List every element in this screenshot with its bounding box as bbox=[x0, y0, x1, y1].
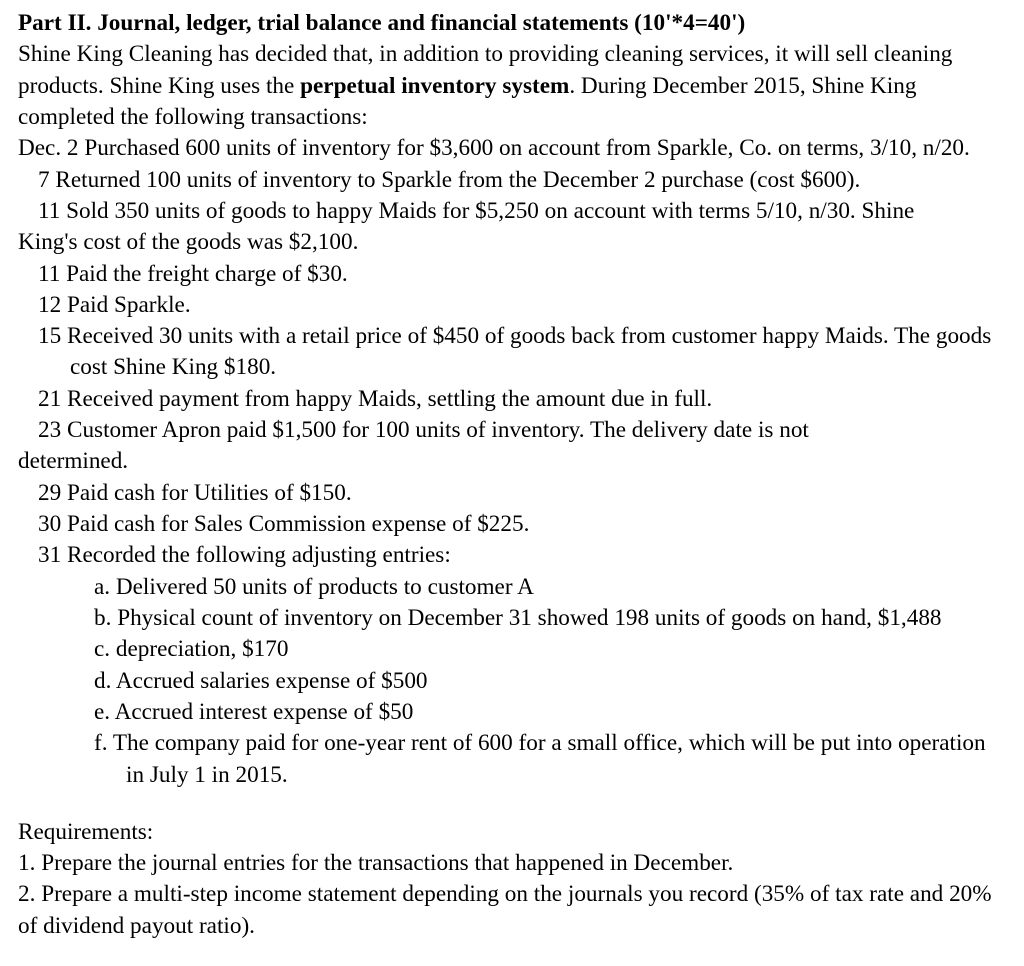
intro-paragraph: Shine King Cleaning has decided that, in… bbox=[18, 39, 1006, 133]
entry-21: 21 Received payment from happy Maids, se… bbox=[18, 384, 1006, 415]
entry-11a-pre: 11 Sold 350 units of goods to happy Maid… bbox=[18, 196, 1006, 227]
intro-bold: perpetual inventory system bbox=[300, 73, 569, 99]
entry-11a-post: King's cost of the goods was $2,100. bbox=[18, 227, 1006, 258]
entry-31: 31 Recorded the following adjusting entr… bbox=[18, 540, 1006, 571]
entry-dec2: Dec. 2 Purchased 600 units of inventory … bbox=[18, 133, 1006, 164]
adjusting-f: f. The company paid for one-year rent of… bbox=[18, 728, 1006, 791]
requirement-1: 1. Prepare the journal entries for the t… bbox=[18, 848, 1006, 879]
requirements-header: Requirements: bbox=[18, 817, 1006, 848]
entry-30: 30 Paid cash for Sales Commission expens… bbox=[18, 509, 1006, 540]
title-text: Part II. Journal, ledger, trial balance … bbox=[18, 10, 745, 36]
entry-11b: 11 Paid the freight charge of $30. bbox=[18, 259, 1006, 290]
adjusting-c: c. depreciation, $170 bbox=[18, 634, 1006, 665]
document-page: Part II. Journal, ledger, trial balance … bbox=[0, 0, 1024, 966]
requirements-block: Requirements: 1. Prepare the journal ent… bbox=[18, 817, 1006, 942]
adjusting-a: a. Delivered 50 units of products to cus… bbox=[18, 572, 1006, 603]
adjusting-e: e. Accrued interest expense of $50 bbox=[18, 697, 1006, 728]
entry-15: 15 Received 30 units with a retail price… bbox=[18, 321, 1006, 384]
entry-29: 29 Paid cash for Utilities of $150. bbox=[18, 478, 1006, 509]
adjusting-d: d. Accrued salaries expense of $500 bbox=[18, 666, 1006, 697]
requirement-2: 2. Prepare a multi-step income statement… bbox=[18, 879, 1006, 942]
entry-12: 12 Paid Sparkle. bbox=[18, 290, 1006, 321]
entry-23-post: determined. bbox=[18, 446, 1006, 477]
entry-7: 7 Returned 100 units of inventory to Spa… bbox=[18, 165, 1006, 196]
adjusting-b: b. Physical count of inventory on Decemb… bbox=[18, 603, 1006, 634]
entry-23-pre: 23 Customer Apron paid $1,500 for 100 un… bbox=[18, 415, 1006, 446]
section-title: Part II. Journal, ledger, trial balance … bbox=[18, 8, 1006, 39]
